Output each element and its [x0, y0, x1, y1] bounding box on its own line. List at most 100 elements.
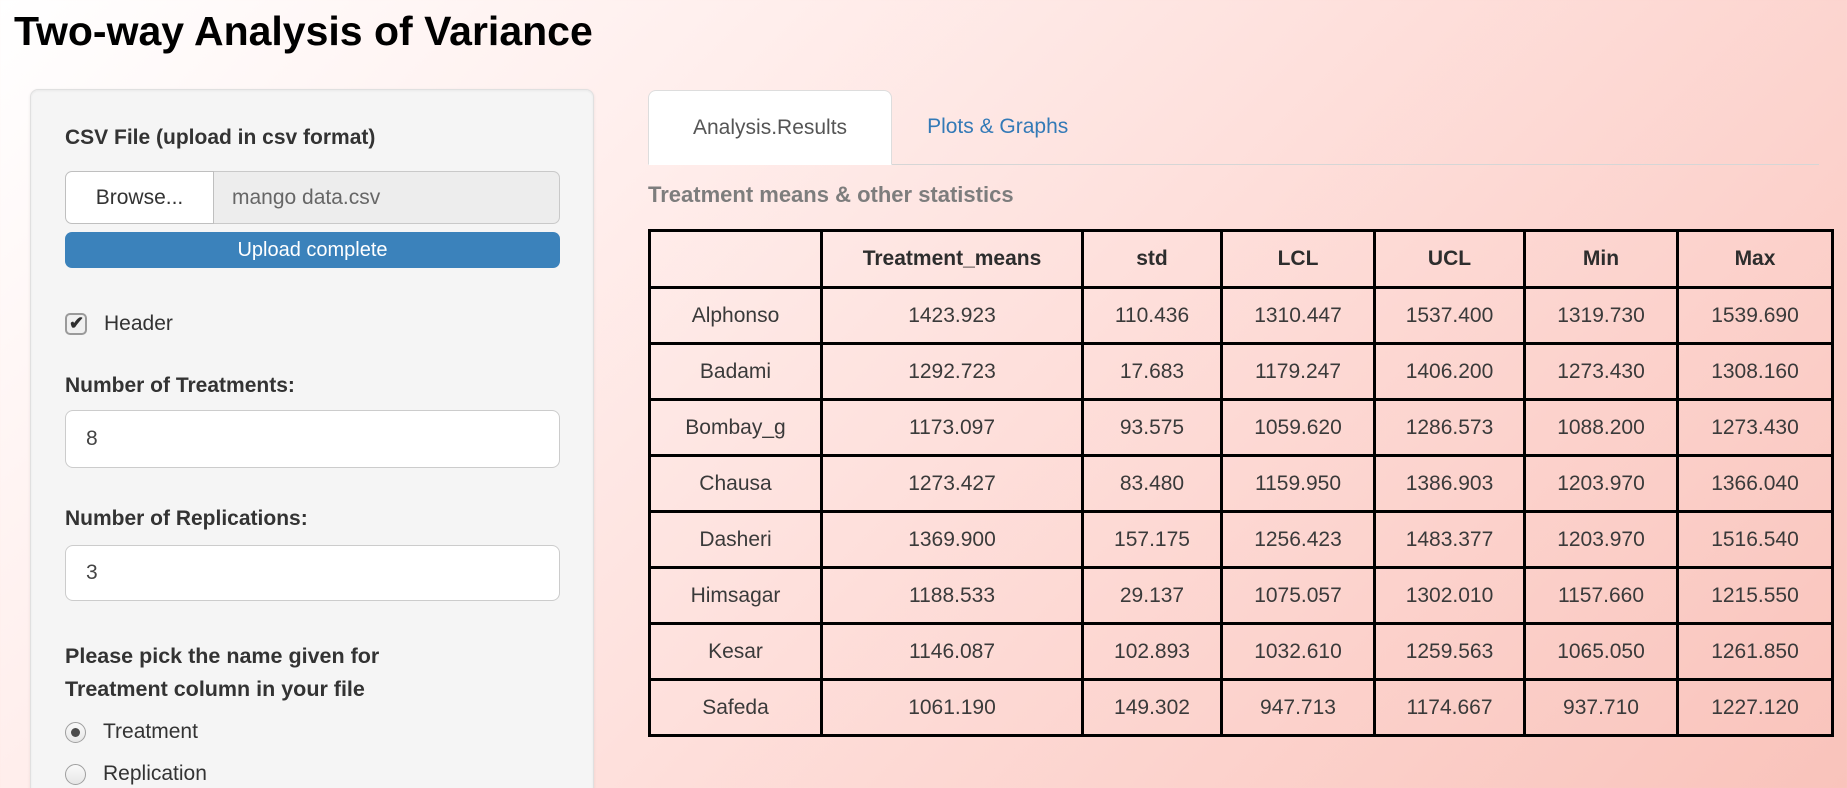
table-row: Badami 1292.723 17.683 1179.247 1406.200 1273… [648, 342, 1834, 401]
table-row: Himsagar 1188.533 29.137 1075.057 1302.010 11… [648, 566, 1834, 625]
table-cell: 1310.447 [1220, 286, 1376, 345]
table-cell: 1366.040 [1676, 454, 1834, 513]
table-cell: 1075.057 [1220, 566, 1376, 625]
row-label-cell: Badami [648, 342, 823, 401]
header-checkbox-row[interactable]: Header [65, 312, 560, 336]
row-label-cell: Chausa [648, 454, 823, 513]
filename-field[interactable]: mango data.csv [214, 171, 560, 224]
table-cell: 1302.010 [1373, 566, 1526, 625]
browse-button[interactable]: Browse... [65, 171, 214, 224]
row-label-cell: Kesar [648, 622, 823, 681]
table-cell: 1088.200 [1523, 398, 1679, 457]
table-header-cell [648, 229, 823, 289]
table-cell: 17.683 [1081, 342, 1223, 401]
table-header-cell: std [1081, 229, 1223, 289]
tab-plots-graphs[interactable]: Plots & Graphs [927, 115, 1069, 138]
treatments-input[interactable] [65, 410, 560, 468]
table-row: Safeda 1061.190 149.302 947.713 1174.667 937.… [648, 678, 1834, 737]
row-label-cell: Alphonso [648, 286, 823, 345]
radio-option-label: Treatment [103, 720, 198, 743]
table-row: Alphonso 1423.923 110.436 1310.447 1537.400 1… [648, 286, 1834, 345]
table-header-cell: Max [1676, 229, 1834, 289]
table-cell: 1157.660 [1523, 566, 1679, 625]
replications-input[interactable] [65, 545, 560, 601]
table-cell: 102.893 [1081, 622, 1223, 681]
table-cell: 1423.923 [820, 286, 1084, 345]
csv-file-label: CSV File (upload in csv format) [65, 126, 376, 149]
table-cell: 1159.950 [1220, 454, 1376, 513]
table-cell: 1215.550 [1676, 566, 1834, 625]
table-cell: 1259.563 [1373, 622, 1526, 681]
table-cell: 1173.097 [820, 398, 1084, 457]
table-cell: 1146.087 [820, 622, 1084, 681]
table-cell: 947.713 [1220, 678, 1376, 737]
main-panel: Analysis.Results Plots & Graphs Treatment… [648, 90, 1834, 737]
treatments-label: Number of Treatments: [65, 374, 295, 397]
table-cell: 157.175 [1081, 510, 1223, 569]
table-cell: 1174.667 [1373, 678, 1526, 737]
table-head: Treatment_means std LCL UCL Min Max [648, 229, 1834, 289]
file-upload-group: Browse... mango data.csv [65, 171, 560, 224]
table-header-row: Treatment_means std LCL UCL Min Max [648, 229, 1834, 289]
row-label-cell: Bombay_g [648, 398, 823, 457]
table-cell: 1286.573 [1373, 398, 1526, 457]
table-cell: 1179.247 [1220, 342, 1376, 401]
treatment-column-picker-label: Please pick the name given for Treatment… [65, 644, 380, 701]
tab-bar: Analysis.Results Plots & Graphs [648, 90, 1819, 165]
upload-progress-bar: Upload complete [65, 232, 560, 268]
header-checkbox-label: Header [104, 312, 173, 335]
table-cell: 1065.050 [1523, 622, 1679, 681]
table-cell: 1386.903 [1373, 454, 1526, 513]
table-cell: 83.480 [1081, 454, 1223, 513]
table-cell: 1256.423 [1220, 510, 1376, 569]
row-label-cell: Himsagar [648, 566, 823, 625]
radio-option-treatment[interactable]: Treatment [65, 720, 560, 744]
table-cell: 110.436 [1081, 286, 1223, 345]
section-title: Treatment means & other statistics [648, 182, 1014, 207]
table-cell: 1227.120 [1676, 678, 1834, 737]
table-row: Dasheri 1369.900 157.175 1256.423 1483.377 12… [648, 510, 1834, 569]
table-cell: 1059.620 [1220, 398, 1376, 457]
page-title: Two-way Analysis of Variance [14, 8, 593, 54]
row-label-cell: Dasheri [648, 510, 823, 569]
table-cell: 937.710 [1523, 678, 1679, 737]
table-cell: 1273.427 [820, 454, 1084, 513]
radio-icon[interactable] [65, 721, 86, 743]
table-cell: 1273.430 [1523, 342, 1679, 401]
table-cell: 1537.400 [1373, 286, 1526, 345]
table-cell: 1032.610 [1220, 622, 1376, 681]
radio-option-label: Replication [103, 762, 207, 785]
table-body: Alphonso 1423.923 110.436 1310.447 1537.400 1… [648, 286, 1834, 737]
table-cell: 29.137 [1081, 566, 1223, 625]
table-cell: 1203.970 [1523, 510, 1679, 569]
replications-label: Number of Replications: [65, 507, 308, 530]
table-cell: 149.302 [1081, 678, 1223, 737]
table-cell: 1516.540 [1676, 510, 1834, 569]
table-cell: 1319.730 [1523, 286, 1679, 345]
table-cell: 1292.723 [820, 342, 1084, 401]
table-cell: 1369.900 [820, 510, 1084, 569]
table-cell: 93.575 [1081, 398, 1223, 457]
tab-analysis-results[interactable]: Analysis.Results [648, 90, 893, 165]
table-cell: 1261.850 [1676, 622, 1834, 681]
table-header-cell: LCL [1220, 229, 1376, 289]
table-cell: 1061.190 [820, 678, 1084, 737]
table-cell: 1188.533 [820, 566, 1084, 625]
radio-icon[interactable] [65, 763, 86, 785]
row-label-cell: Safeda [648, 678, 823, 737]
table-cell: 1273.430 [1676, 398, 1834, 457]
header-checkbox[interactable] [65, 313, 87, 335]
table-cell: 1308.160 [1676, 342, 1834, 401]
radio-option-replication[interactable]: Replication [65, 762, 560, 786]
table-cell: 1539.690 [1676, 286, 1834, 345]
table-cell: 1203.970 [1523, 454, 1679, 513]
table-row: Chausa 1273.427 83.480 1159.950 1386.903 1203… [648, 454, 1834, 513]
table-header-cell: Min [1523, 229, 1679, 289]
table-row: Kesar 1146.087 102.893 1032.610 1259.563 1065… [648, 622, 1834, 681]
table-header-cell: Treatment_means [820, 229, 1084, 289]
sidebar-panel: CSV File (upload in csv format) Browse..… [30, 89, 594, 788]
treatment-stats-table: Treatment_means std LCL UCL Min Max Alphonso 1… [648, 229, 1834, 737]
table-row: Bombay_g 1173.097 93.575 1059.620 1286.573 10… [648, 398, 1834, 457]
table-cell: 1406.200 [1373, 342, 1526, 401]
table-cell: 1483.377 [1373, 510, 1526, 569]
